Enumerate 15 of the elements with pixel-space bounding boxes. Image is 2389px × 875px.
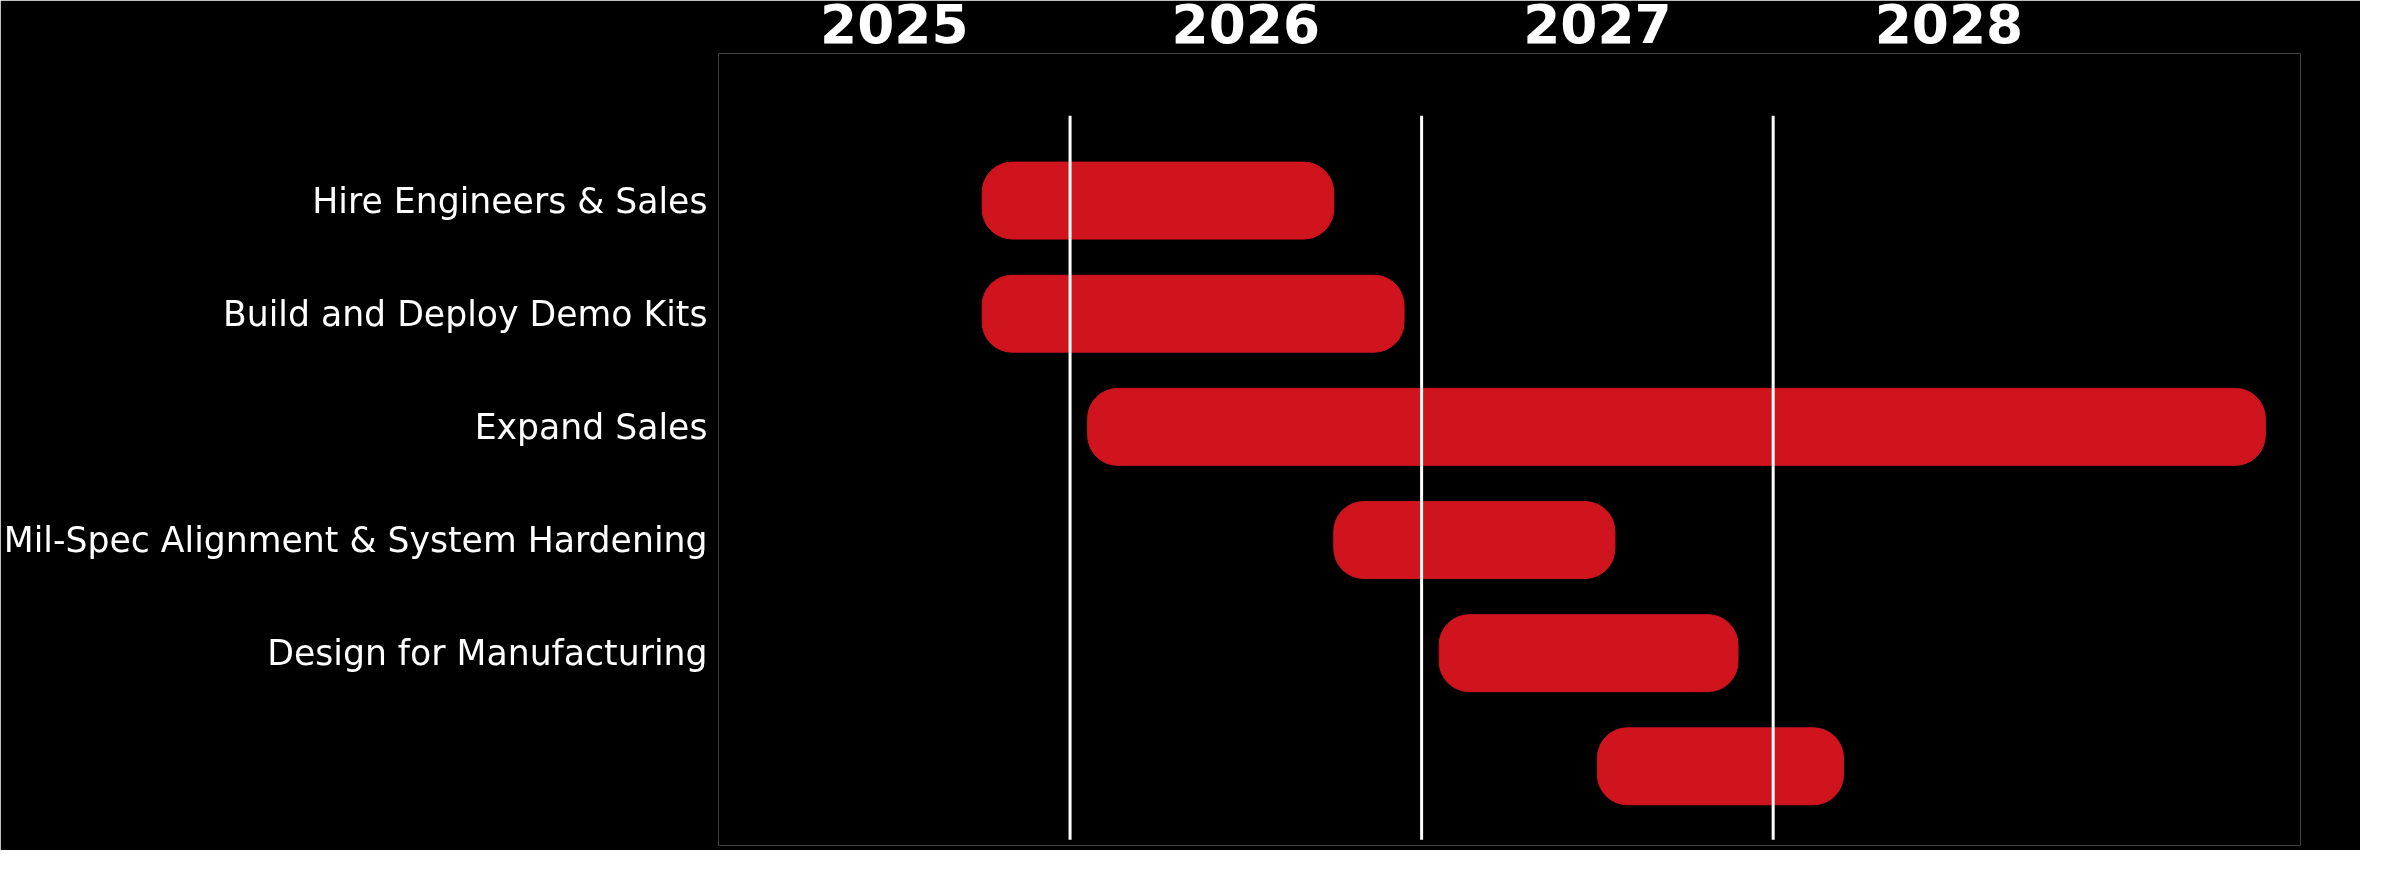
x-tick-label: 2028 [1874,0,2024,56]
y-tick-label: Hire Engineers & Sales [312,180,708,221]
x-tick-label: 2026 [1171,0,1321,56]
bar [981,161,1335,240]
x-tick-label: 2027 [1523,0,1672,56]
bar [1438,614,1739,693]
bar [1087,387,2266,466]
y-tick-label: Design for Manufacturing [267,633,708,674]
bar [981,274,1405,353]
y-tick-label: Expand Sales [474,406,708,447]
bar [1333,501,1616,579]
bar [1596,727,1844,806]
x-tick-label: 2025 [820,0,969,56]
y-tick-label: Build and Deploy Demo Kits [222,293,708,334]
y-tick-label: Mil-Spec Alignment & System Hardening [3,520,708,561]
